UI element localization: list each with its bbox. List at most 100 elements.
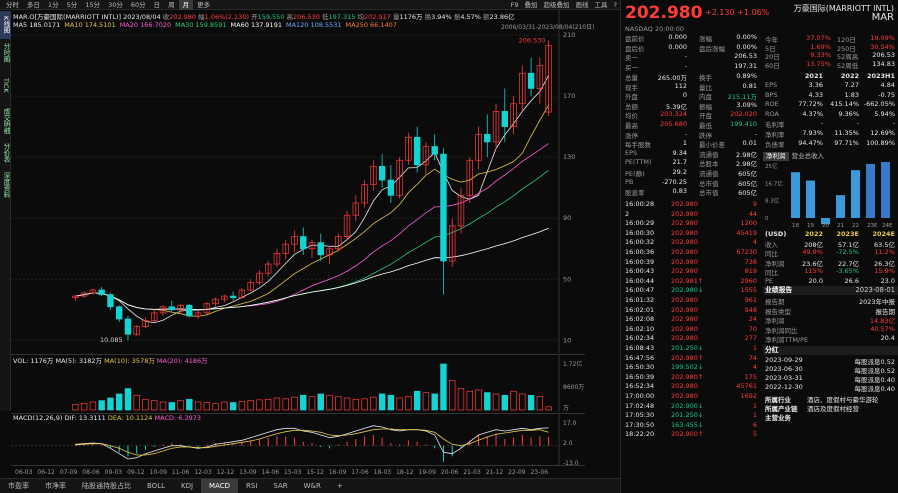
candle-body[interactable] [527,72,535,89]
candle-body[interactable] [422,146,430,166]
tool-button-2[interactable]: 超级叠加 [543,0,570,9]
candle-body[interactable] [352,202,360,216]
profit-tab-0[interactable]: 净利润 [763,152,789,161]
period-tab-5[interactable]: 30分 [108,0,123,9]
candle-body[interactable] [98,289,105,295]
candle-body[interactable] [72,295,79,298]
candle-body[interactable] [247,282,254,291]
left-tab-0[interactable]: K线图 [0,11,11,39]
candle-body[interactable] [536,65,544,89]
indicator-tab-6[interactable]: RSI [246,482,258,490]
candle-body[interactable] [168,306,175,311]
candle-body[interactable] [501,111,508,127]
candle-body[interactable] [238,289,246,298]
period-tab-8[interactable]: 周 [168,0,175,9]
tool-button-0[interactable]: F9 [510,0,519,9]
candle-body[interactable] [308,242,316,250]
candle-body[interactable] [194,312,202,317]
candle-body[interactable] [212,298,219,305]
macd-chart[interactable]: MACD(12,26,9) DIF: 13.3111 DEA: 10.1124 … [11,413,585,465]
candle-body[interactable] [203,303,211,314]
candle-body[interactable] [387,179,395,196]
indicator-tab-1[interactable]: 市净率 [45,482,66,490]
indicator-tab-4[interactable]: KDJ [181,482,194,490]
indicator-tab-0[interactable]: 市盈率 [8,482,29,490]
candle-body[interactable] [519,72,526,105]
profit-y-label: 0 [765,216,769,222]
candle-body[interactable] [273,253,281,265]
candle-body[interactable] [396,159,403,196]
period-tab-7[interactable]: 日 [153,0,161,9]
candle-body[interactable] [282,243,289,254]
candle-body[interactable] [221,295,228,300]
candlestick-chart[interactable]: MAR.O[万豪国际(MARRIOTT INTL)] 2023/08/04 收2… [11,10,594,353]
candle-body[interactable] [545,45,552,113]
candle-body[interactable] [186,304,193,317]
candle-body[interactable] [457,194,465,227]
candle-body[interactable] [291,236,298,245]
candle-body[interactable] [343,214,351,237]
candle-body[interactable] [475,133,482,161]
candlestick-svg[interactable]: 210 170 130 90 50 10 206.530 10.085 [11,10,585,353]
fin-row-value: - [892,119,895,128]
tool-button-5[interactable]: ? [613,0,617,9]
indicator-tab-7[interactable]: SAR [273,482,288,490]
candle-body[interactable] [229,295,237,298]
left-tab-4[interactable]: 分价表 [2,143,10,163]
volume-bar [124,388,132,411]
candle-body[interactable] [89,289,97,294]
period-tab-0[interactable]: 分时 [6,0,19,9]
period-tab-4[interactable]: 15分 [85,0,101,9]
period-tab-9[interactable]: 月 [178,0,194,10]
candle-body[interactable] [361,184,368,204]
candle-body[interactable] [151,312,158,321]
candle-body[interactable] [335,236,342,250]
candle-body[interactable] [466,159,473,196]
candle-body[interactable] [484,133,491,143]
candle-body[interactable] [440,153,447,262]
candle-body[interactable] [133,326,140,335]
profit-tab-1[interactable]: 营业总收入 [791,152,825,160]
candle-body[interactable] [107,294,114,308]
tool-button-1[interactable]: 叠加 [524,0,538,9]
left-tab-5[interactable]: 深度资料 [2,172,10,198]
candle-body[interactable] [378,165,386,181]
tool-button-4[interactable]: 工具 [594,0,608,9]
period-tab-1[interactable]: 多日 [27,0,40,9]
candle-body[interactable] [370,165,377,186]
candle-body[interactable] [80,292,88,297]
candle-body[interactable] [116,306,123,320]
tool-button-3[interactable]: 画线 [575,0,589,9]
candle-body[interactable] [510,103,517,127]
indicator-tab-8[interactable]: W&R [303,482,321,490]
indicator-tab-5[interactable]: MACD [201,479,239,493]
indicator-tab-9[interactable]: + [336,482,343,490]
candle-body[interactable] [177,304,184,311]
macd-svg[interactable]: 17.0 2.0 -13.0 [11,413,585,465]
candle-body[interactable] [159,306,167,314]
candle-body[interactable] [405,136,412,161]
period-tab-2[interactable]: 1分 [48,0,59,9]
candle-body[interactable] [449,225,456,262]
period-tab-3[interactable]: 5分 [66,0,78,9]
tick-list[interactable]: 16:00:28 202.980 9 2 202.980 44 16:00:29 202.98… [621,200,761,442]
left-tab-2[interactable]: TICK [2,77,10,93]
candle-body[interactable] [264,263,272,274]
candle-body[interactable] [413,136,421,166]
candle-body[interactable] [300,236,307,250]
candle-body[interactable] [492,111,500,143]
indicator-tab-2[interactable]: 陆股通持股占比 [82,482,131,490]
candle-body[interactable] [317,242,324,256]
indicator-tab-3[interactable]: BOLL [147,482,165,490]
candle-body[interactable] [124,318,132,335]
candle-body[interactable] [256,272,263,283]
period-tab-10[interactable]: 更多 [197,0,211,9]
left-tab-1[interactable]: 分时图 [2,43,10,63]
left-tab-3[interactable]: 成交明细 [2,108,10,134]
volume-chart[interactable]: VOL: 1176万 MA(5): 3182万 MA(10): 3578万 MA… [11,354,585,412]
candle-body[interactable] [142,320,149,327]
candle-body[interactable] [326,248,333,256]
candle-body[interactable] [431,146,438,155]
period-tab-6[interactable]: 60分 [130,0,146,9]
